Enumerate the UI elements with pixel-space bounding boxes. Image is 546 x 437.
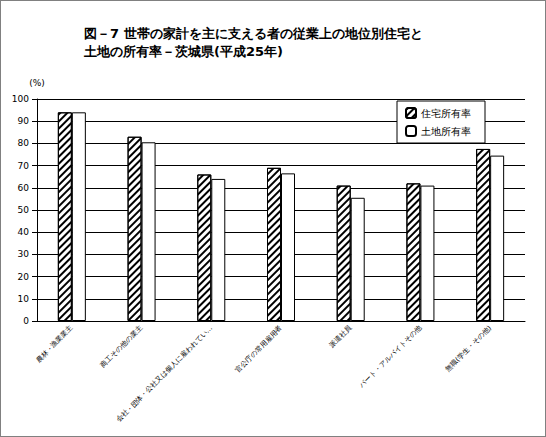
svg-text:80: 80 — [18, 138, 30, 148]
svg-text:70: 70 — [18, 161, 30, 171]
svg-text:土地所有率: 土地所有率 — [421, 126, 471, 137]
svg-text:40: 40 — [18, 227, 30, 237]
svg-text:土地の所有率－茨城県(平成25年): 土地の所有率－茨城県(平成25年) — [83, 44, 283, 59]
svg-text:90: 90 — [18, 116, 30, 126]
svg-text:派遣社員: 派遣社員 — [328, 324, 353, 349]
svg-text:30: 30 — [18, 249, 30, 259]
svg-text:商工その他の業主: 商工その他の業主 — [99, 324, 144, 369]
svg-text:住宅所有率: 住宅所有率 — [421, 108, 471, 119]
svg-text:0: 0 — [23, 316, 29, 326]
svg-text:無職(学生・その他): 無職(学生・その他) — [444, 324, 493, 373]
svg-text:官公庁の常用雇用者: 官公庁の常用雇用者 — [234, 324, 284, 374]
svg-text:60: 60 — [18, 183, 30, 193]
svg-text:(%): (%) — [29, 78, 45, 88]
svg-text:農林・漁業業主: 農林・漁業業主 — [34, 324, 74, 364]
svg-text:20: 20 — [18, 272, 30, 282]
svg-text:パート・アルバイトその他: パート・アルバイトその他 — [357, 324, 423, 390]
svg-text:50: 50 — [18, 205, 30, 215]
svg-text:図－7 世帯の家計を主に支える者の従業上の地位別住宅と: 図－7 世帯の家計を主に支える者の従業上の地位別住宅と — [84, 26, 423, 41]
svg-text:100: 100 — [12, 94, 29, 104]
svg-text:会社・団体・公社又は個人に雇われてい…: 会社・団体・公社又は個人に雇われてい… — [114, 324, 214, 424]
svg-text:10: 10 — [18, 294, 30, 304]
